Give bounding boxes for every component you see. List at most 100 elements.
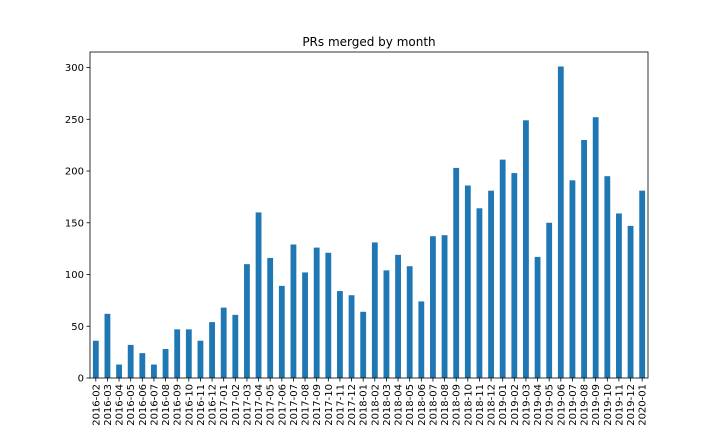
x-tick-label: 2019-07 (568, 384, 579, 426)
x-tick-label: 2016-12 (208, 384, 219, 426)
x-tick-label: 2016-04 (115, 384, 126, 426)
x-tick-label: 2019-02 (510, 384, 521, 426)
x-tick-label: 2018-08 (440, 384, 451, 426)
x-tick-label: 2016-10 (184, 384, 195, 426)
x-tick-label: 2019-01 (498, 384, 509, 426)
bar-2016-04 (116, 364, 122, 378)
chart-title: PRs merged by month (302, 35, 435, 49)
bar-2016-06 (139, 353, 146, 378)
y-tick-label: 200 (65, 167, 84, 178)
x-tick-label: 2020-01 (638, 384, 649, 426)
bar-2017-10 (325, 252, 332, 378)
bar-2019-10 (604, 176, 611, 378)
y-tick-label: 100 (65, 270, 84, 281)
x-tick-label: 2016-09 (173, 384, 184, 426)
bar-2018-10 (464, 185, 471, 378)
y-tick-label: 150 (65, 218, 84, 229)
bar-2018-06 (418, 301, 425, 378)
bar-2018-11 (476, 208, 483, 378)
x-tick-label: 2019-09 (591, 384, 602, 426)
y-axis: 0 50 100 150 200 250 300 (65, 63, 90, 385)
x-tick-label: 2016-11 (196, 384, 207, 426)
x-tick-label: 2017-05 (266, 384, 277, 426)
bar-2017-08 (302, 272, 308, 378)
x-tick-label: 2019-12 (626, 384, 637, 426)
bars-group (92, 66, 646, 379)
x-tick-label: 2016-05 (126, 384, 137, 426)
bar-2018-08 (441, 235, 448, 378)
x-tick-label: 2018-10 (463, 384, 474, 426)
x-tick-label: 2018-01 (359, 384, 370, 426)
bar-2017-07 (290, 244, 297, 378)
bar-2018-09 (453, 167, 460, 378)
bar-2019-01 (499, 159, 506, 378)
bar-2019-04 (534, 256, 541, 378)
bar-2019-03 (523, 120, 529, 379)
x-tick-label: 2017-11 (335, 384, 346, 426)
x-tick-label: 2016-07 (149, 384, 160, 426)
x-tick-label: 2017-01 (219, 384, 230, 426)
bar-2018-04 (395, 254, 401, 378)
bar-2019-11 (616, 213, 622, 378)
x-tick-label: 2018-02 (370, 384, 381, 426)
bar-2016-05 (127, 344, 134, 378)
bar-2016-02 (92, 340, 99, 378)
bar-2017-03 (244, 264, 250, 378)
x-tick-label: 2019-08 (580, 384, 591, 426)
bar-2016-07 (151, 364, 157, 378)
x-tick-label: 2019-03 (521, 384, 532, 426)
x-tick-label: 2019-11 (614, 384, 625, 426)
x-tick-label: 2016-03 (103, 384, 114, 426)
bar-2019-12 (627, 225, 634, 378)
x-tick-label: 2017-08 (301, 384, 312, 426)
y-tick-label: 250 (65, 115, 84, 126)
x-tick-label: 2017-09 (312, 384, 323, 426)
bar-2017-02 (232, 314, 239, 378)
bar-2017-06 (278, 285, 285, 378)
x-tick-label: 2018-12 (487, 384, 498, 426)
x-tick-label: 2016-08 (161, 384, 172, 426)
x-tick-label: 2018-09 (452, 384, 463, 426)
bar-2018-07 (430, 236, 436, 378)
bar-2020-01 (639, 190, 646, 378)
x-tick-label: 2018-04 (394, 384, 405, 426)
y-tick-label: 0 (78, 374, 84, 385)
x-tick-label: 2017-06 (277, 384, 288, 426)
plot-frame (89, 51, 649, 379)
y-tick-label: 50 (71, 322, 84, 333)
x-tick-label: 2017-12 (347, 384, 358, 426)
bar-2016-08 (162, 349, 169, 378)
bar-2016-03 (104, 313, 111, 378)
bar-2018-02 (371, 242, 378, 378)
bar-2018-03 (383, 270, 390, 378)
bar-2019-08 (581, 139, 587, 378)
bar-2016-10 (185, 329, 192, 378)
x-tick-label: 2018-03 (382, 384, 393, 426)
x-axis: 2016-02 2016-03 2016-04 2016-05 2016-06 2016-… (91, 378, 649, 426)
x-tick-label: 2019-04 (533, 384, 544, 426)
x-tick-label: 2018-07 (428, 384, 439, 426)
x-tick-label: 2018-06 (417, 384, 428, 426)
bar-2017-05 (267, 257, 274, 378)
bar-2017-04 (255, 212, 262, 378)
bar-2016-11 (197, 340, 204, 378)
x-tick-label: 2018-11 (475, 384, 486, 426)
x-tick-label: 2017-04 (254, 384, 265, 426)
x-tick-label: 2016-06 (138, 384, 149, 426)
x-tick-label: 2017-02 (231, 384, 242, 426)
x-tick-label: 2018-05 (405, 384, 416, 426)
bar-2016-12 (209, 322, 215, 378)
bar-2017-09 (313, 247, 320, 378)
bar-2017-11 (337, 291, 343, 378)
bar-2019-07 (569, 180, 576, 378)
bar-2018-05 (406, 266, 413, 378)
bar-2019-09 (592, 117, 599, 378)
x-tick-label: 2019-06 (556, 384, 567, 426)
x-tick-label: 2017-07 (289, 384, 300, 426)
x-tick-label: 2019-05 (545, 384, 556, 426)
x-tick-label: 2016-02 (91, 384, 102, 426)
bar-2017-01 (220, 307, 227, 378)
x-tick-label: 2017-03 (242, 384, 253, 426)
bar-2018-12 (488, 190, 494, 378)
